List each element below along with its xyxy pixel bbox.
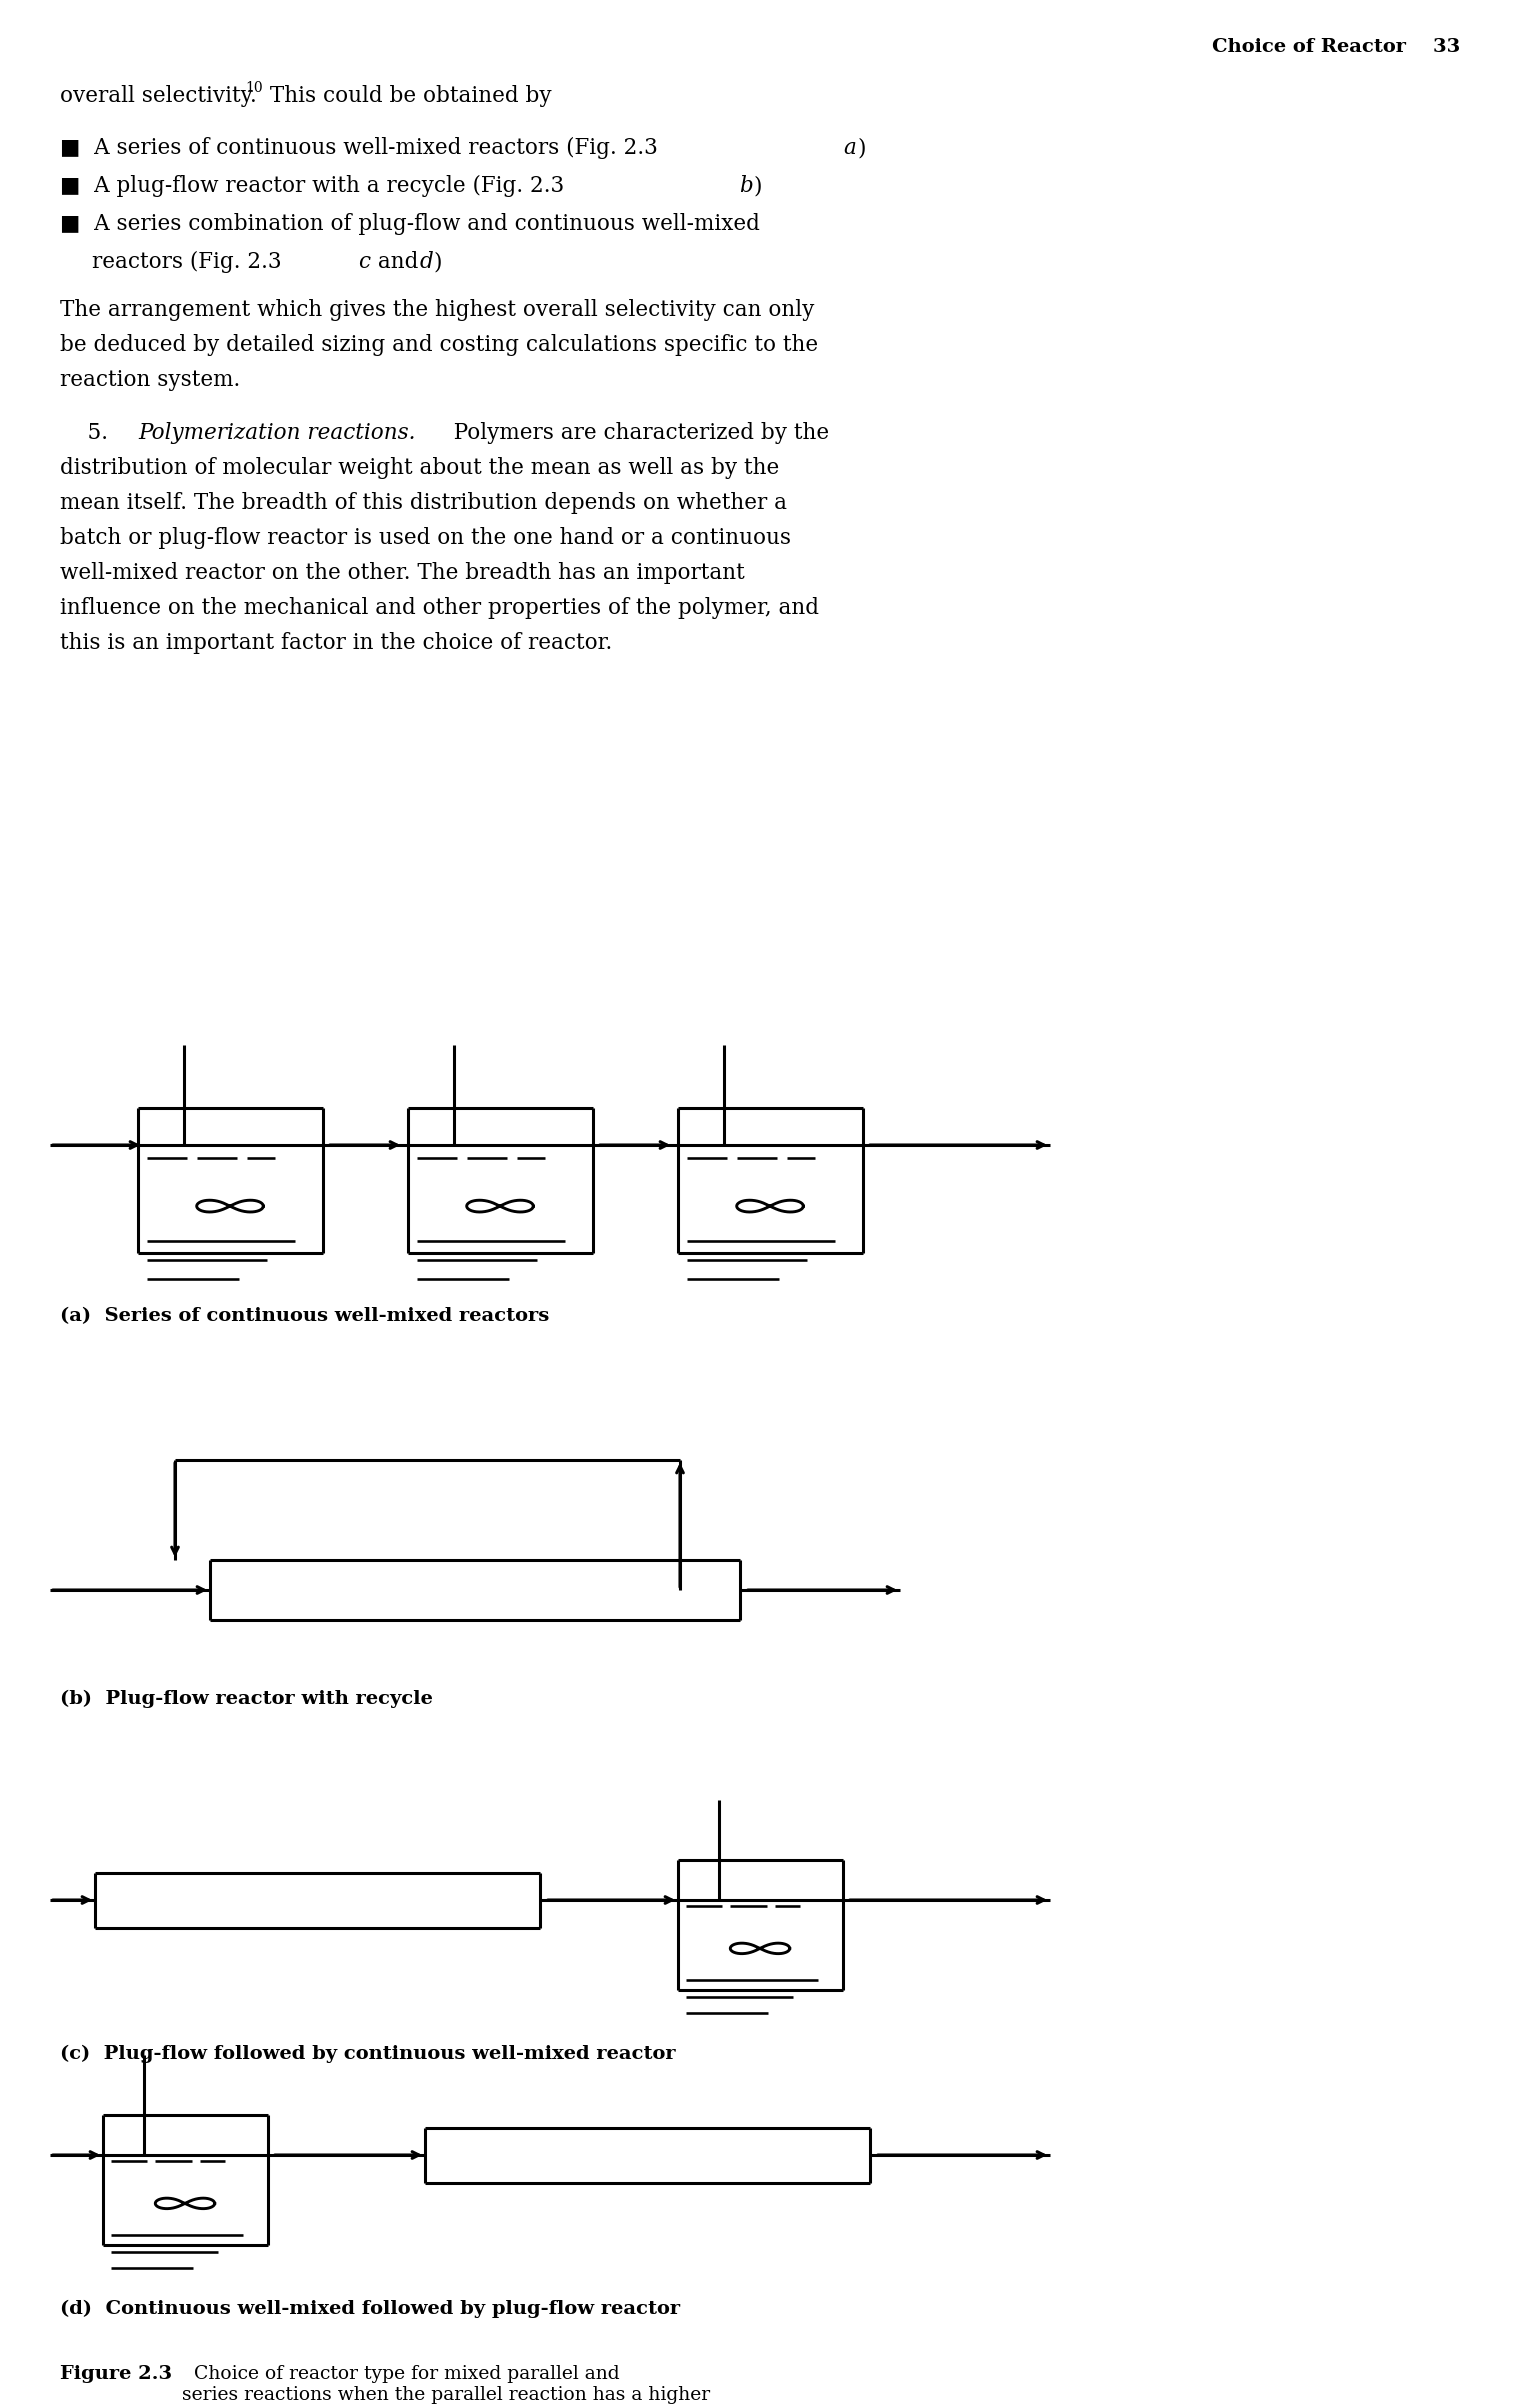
Text: a: a — [842, 137, 856, 159]
Text: ): ) — [858, 137, 865, 159]
Text: This could be obtained by: This could be obtained by — [262, 84, 551, 106]
Text: reactors (Fig. 2.3: reactors (Fig. 2.3 — [92, 250, 282, 272]
Text: (b)  Plug-flow reactor with recycle: (b) Plug-flow reactor with recycle — [60, 1690, 433, 1709]
Text: reaction system.: reaction system. — [60, 368, 240, 390]
Text: (c)  Plug-flow followed by continuous well-mixed reactor: (c) Plug-flow followed by continuous wel… — [60, 2046, 676, 2063]
Text: influence on the mechanical and other properties of the polymer, and: influence on the mechanical and other pr… — [60, 597, 819, 619]
Text: 5.: 5. — [60, 421, 114, 443]
Text: Figure 2.3: Figure 2.3 — [60, 2366, 172, 2383]
Text: The arrangement which gives the highest overall selectivity can only: The arrangement which gives the highest … — [60, 298, 815, 320]
Text: batch or plug-flow reactor is used on the one hand or a continuous: batch or plug-flow reactor is used on th… — [60, 527, 790, 549]
Text: b: b — [739, 176, 752, 197]
Text: mean itself. The breadth of this distribution depends on whether a: mean itself. The breadth of this distrib… — [60, 491, 787, 515]
Text: c: c — [359, 250, 369, 272]
Text: Choice of reactor type for mixed parallel and
series reactions when the parallel: Choice of reactor type for mixed paralle… — [182, 2366, 710, 2407]
Text: this is an important factor in the choice of reactor.: this is an important factor in the choic… — [60, 633, 612, 655]
Text: well-mixed reactor on the other. The breadth has an important: well-mixed reactor on the other. The bre… — [60, 561, 745, 585]
Text: (a)  Series of continuous well-mixed reactors: (a) Series of continuous well-mixed reac… — [60, 1307, 549, 1324]
Text: ■  A series of continuous well-mixed reactors (Fig. 2.3: ■ A series of continuous well-mixed reac… — [60, 137, 658, 159]
Text: Choice of Reactor    33: Choice of Reactor 33 — [1212, 39, 1460, 55]
Text: Polymerization reactions.: Polymerization reactions. — [137, 421, 415, 443]
Text: (d)  Continuous well-mixed followed by plug-flow reactor: (d) Continuous well-mixed followed by pl… — [60, 2301, 681, 2318]
Text: and: and — [371, 250, 426, 272]
Text: d: d — [420, 250, 433, 272]
Text: 10: 10 — [246, 82, 262, 94]
Text: be deduced by detailed sizing and costing calculations specific to the: be deduced by detailed sizing and costin… — [60, 335, 818, 356]
Text: ■  A series combination of plug-flow and continuous well-mixed: ■ A series combination of plug-flow and … — [60, 212, 760, 236]
Text: ): ) — [433, 250, 441, 272]
Text: ): ) — [752, 176, 761, 197]
Text: Polymers are characterized by the: Polymers are characterized by the — [439, 421, 829, 443]
Text: distribution of molecular weight about the mean as well as by the: distribution of molecular weight about t… — [60, 457, 780, 479]
Text: overall selectivity.: overall selectivity. — [60, 84, 256, 106]
Text: ■  A plug-flow reactor with a recycle (Fig. 2.3: ■ A plug-flow reactor with a recycle (Fi… — [60, 176, 565, 197]
